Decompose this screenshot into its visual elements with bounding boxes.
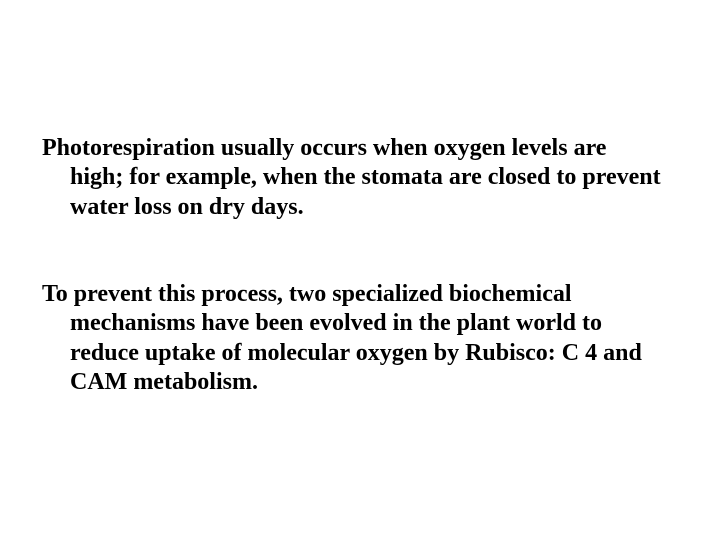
paragraph-photorespiration: Photorespiration usually occurs when oxy… bbox=[42, 134, 662, 222]
paragraph-prevention: To prevent this process, two specialized… bbox=[42, 280, 662, 397]
slide-container: Photorespiration usually occurs when oxy… bbox=[0, 0, 720, 540]
